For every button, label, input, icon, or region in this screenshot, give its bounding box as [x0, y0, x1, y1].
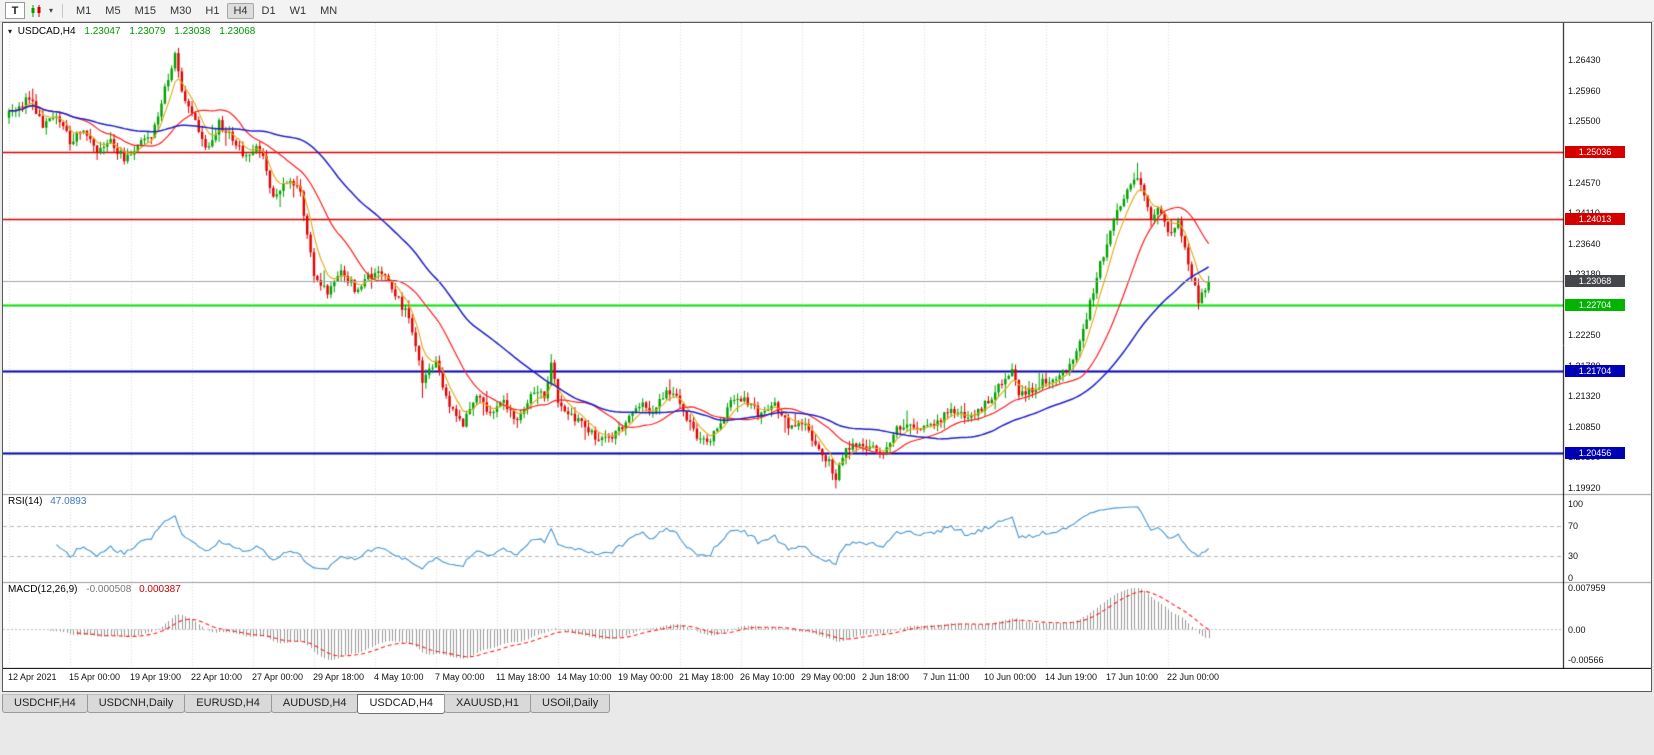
time-axis-label: 4 May 10:00: [374, 672, 424, 682]
timeframe-button-d1[interactable]: D1: [261, 4, 276, 17]
price-axis-label: 1.25500: [1568, 116, 1601, 127]
time-axis-label: 22 Jun 00:00: [1167, 672, 1220, 682]
macd-axis-label: 0.00: [1568, 624, 1586, 635]
rsi-panel-title: RSI(14) 47.0893: [8, 496, 86, 507]
time-axis-label: 19 Apr 19:00: [130, 672, 182, 682]
chart-type-caret-icon[interactable]: ▾: [49, 6, 54, 15]
time-axis-label: 27 Apr 00:00: [252, 672, 304, 682]
bottom-tab-audusd-h4[interactable]: AUDUSD,H4: [270, 694, 359, 713]
timeframe-group: M1 M5 M15 M30 H1 H4 D1 W1 MN: [69, 2, 344, 19]
macd-axis-label: -0.00566: [1568, 655, 1604, 665]
macd-axis-label: 0.007959: [1568, 583, 1606, 593]
ohlc-high: 1.23079: [129, 26, 166, 37]
price-level-badge: 1.21704: [1565, 365, 1625, 378]
price-level-badge: 1.24013: [1565, 213, 1625, 226]
time-axis-label: 2 Jun 18:00: [862, 672, 910, 682]
rsi-value: 47.0893: [50, 496, 87, 507]
time-axis-label: 29 Apr 18:00: [313, 672, 365, 682]
price-axis-label: 1.23180: [1568, 268, 1601, 279]
timeframe-button-mn[interactable]: MN: [320, 4, 338, 17]
timeframe-button-m30[interactable]: M30: [169, 4, 192, 17]
time-axis-label: 29 May 00:00: [801, 672, 856, 682]
ohlc-close: 1.23068: [219, 26, 256, 37]
price-axis-label: 1.24110: [1568, 208, 1600, 218]
rsi-axis-label: 100: [1568, 499, 1584, 509]
timeframe-button-m15[interactable]: M15: [134, 4, 156, 17]
time-axis-label: 14 Jun 19:00: [1045, 672, 1098, 682]
chart-menu-caret-icon[interactable]: ▾: [8, 27, 13, 36]
price-axis-label: 1.25960: [1568, 86, 1601, 97]
bottom-tab-xauusd-h1[interactable]: XAUUSD,H1: [444, 694, 531, 713]
time-axis-label: 10 Jun 00:00: [984, 672, 1037, 682]
price-axis-label: 1.26430: [1568, 55, 1601, 66]
price-level-badge: 1.20456: [1565, 447, 1625, 460]
price-chart-canvas[interactable]: [3, 23, 1651, 669]
time-axis-label: 7 Jun 11:00: [923, 672, 970, 682]
price-axis-label: 1.21320: [1568, 391, 1601, 402]
price-axis-label: 1.19920: [1568, 483, 1601, 494]
macd-panel-title: MACD(12,26,9) -0.000508 0.000387: [8, 584, 181, 595]
timeframe-button-h1[interactable]: H1: [205, 4, 220, 17]
price-level-badge: 1.25036: [1565, 145, 1625, 158]
current-price-badge: 1.23068: [1565, 275, 1625, 288]
bottom-tab-usdchf-h4[interactable]: USDCHF,H4: [2, 694, 88, 713]
price-axis-label: 1.23640: [1568, 238, 1601, 249]
time-axis-label: 7 May 00:00: [435, 672, 485, 682]
ohlc-open: 1.23047: [84, 26, 121, 37]
rsi-label: RSI(14): [8, 496, 43, 507]
bottom-tab-usoil-daily[interactable]: USOil,Daily: [530, 694, 611, 713]
top-toolbar: T ▾ M1 M5 M15 M30 H1 H4 D1 W1 MN: [0, 0, 1654, 22]
timeframe-button-w1[interactable]: W1: [289, 4, 307, 17]
timeframe-button-m1[interactable]: M1: [76, 4, 92, 17]
chart-title: ▾ USDCAD,H4 1.23047 1.23079 1.23038 1.23…: [8, 26, 255, 37]
chart-symbol-label: USDCAD,H4: [17, 26, 76, 37]
time-axis-label: 26 May 10:00: [740, 672, 795, 682]
macd-signal-value: 0.000387: [139, 584, 181, 595]
timeframe-button-m5[interactable]: M5: [105, 4, 121, 17]
time-axis-label: 14 May 10:00: [557, 672, 612, 682]
timeframe-button-h4[interactable]: H4: [227, 2, 254, 19]
price-axis-label: 1.22250: [1568, 330, 1601, 341]
time-axis-label: 21 May 18:00: [679, 672, 734, 682]
ohlc-low: 1.23038: [174, 26, 211, 37]
price-axis-label: 1.20850: [1568, 422, 1601, 433]
time-axis-label: 15 Apr 00:00: [69, 672, 121, 682]
macd-main-value: -0.000508: [86, 584, 132, 595]
price-level-badge: 1.22704: [1565, 299, 1625, 312]
bottom-tab-usdcad-h4[interactable]: USDCAD,H4: [357, 694, 446, 714]
bottom-tab-eurusd-h4[interactable]: EURUSD,H4: [184, 694, 272, 713]
symbol-tab-bar: USDCHF,H4 USDCNH,Daily EURUSD,H4 AUDUSD,H4 U…: [2, 694, 611, 716]
time-axis-label: 17 Jun 10:00: [1106, 672, 1159, 682]
rsi-axis-label: 30: [1568, 550, 1579, 561]
time-axis-label: 22 Apr 10:00: [191, 672, 243, 682]
price-axis-label: 1.24570: [1568, 177, 1601, 188]
time-axis-label: 12 Apr 2021: [8, 672, 57, 682]
rsi-axis-label: 0: [1568, 573, 1574, 583]
chart-candles-icon[interactable]: [28, 3, 46, 19]
text-tool-button[interactable]: T: [5, 2, 25, 19]
time-axis-label: 11 May 18:00: [496, 672, 550, 682]
chart-window: ▾ USDCAD,H4 1.23047 1.23079 1.23038 1.23…: [2, 22, 1652, 692]
rsi-axis-label: 70: [1568, 521, 1579, 532]
bottom-tab-usdcnh-daily[interactable]: USDCNH,Daily: [86, 694, 186, 713]
macd-label: MACD(12,26,9): [8, 584, 78, 595]
toolbar-separator: [62, 3, 64, 18]
time-axis-label: 19 May 00:00: [618, 672, 673, 682]
